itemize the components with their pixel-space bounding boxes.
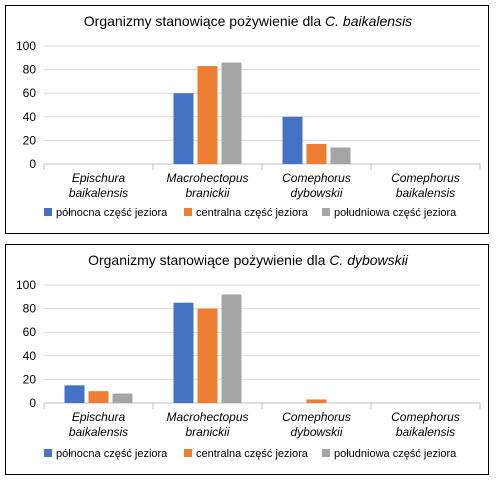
legend-swatch bbox=[44, 208, 52, 216]
category-label: Comephorus dybowskii bbox=[282, 171, 351, 200]
category-label-line: dybowskii bbox=[290, 186, 342, 200]
chart-title-species: C. baikalensis bbox=[325, 13, 412, 29]
category-label: Macrohectopus branickii bbox=[166, 171, 248, 200]
legend-label: południowa część jeziora bbox=[334, 448, 457, 460]
bar bbox=[221, 294, 242, 403]
legend-label: centralna część jeziora bbox=[196, 448, 309, 460]
legend-label: północna część jeziora bbox=[56, 448, 168, 460]
y-tick-label: 80 bbox=[23, 63, 37, 77]
legend-swatch bbox=[44, 449, 52, 457]
category-label-line: Comephorus bbox=[391, 410, 460, 424]
category-label: Comephorus dybowskii bbox=[282, 410, 351, 439]
chart-title-prefix: Organizmy stanowiące pożywienie dla bbox=[88, 252, 329, 268]
chart-title-prefix: Organizmy stanowiące pożywienie dla bbox=[84, 13, 325, 29]
bar bbox=[330, 147, 351, 164]
category-label: Macrohectopus branickii bbox=[166, 410, 248, 439]
category-label-line: baikalensis bbox=[69, 186, 128, 200]
bar bbox=[112, 393, 133, 403]
chart-title-species: C. dybowskii bbox=[329, 252, 408, 268]
legend-swatch bbox=[322, 208, 330, 216]
chart-panel-baikalensis: Organizmy stanowiące pożywienie dla C. b… bbox=[5, 5, 489, 234]
category-label-line: baikalensis bbox=[396, 186, 455, 200]
category-label: Comephorus baikalensis bbox=[391, 410, 460, 439]
category-label-line: Comephorus bbox=[282, 171, 351, 185]
y-tick-label: 40 bbox=[23, 349, 37, 363]
y-tick-label: 0 bbox=[29, 396, 36, 410]
category-label: Comephorus baikalensis bbox=[391, 171, 460, 200]
category-label-line: Macrohectopus bbox=[166, 410, 248, 424]
y-tick-label: 20 bbox=[23, 133, 37, 147]
category-label-line: branickii bbox=[185, 186, 229, 200]
category-label-line: baikalensis bbox=[396, 425, 455, 439]
bar bbox=[64, 385, 85, 403]
legend-swatch bbox=[184, 208, 192, 216]
legend-swatch bbox=[184, 449, 192, 457]
category-label-line: branickii bbox=[185, 425, 229, 439]
chart-panel-dybowskii: Organizmy stanowiące pożywienie dla C. d… bbox=[5, 244, 489, 475]
bar bbox=[282, 116, 303, 164]
y-tick-label: 0 bbox=[29, 157, 36, 171]
category-label-line: baikalensis bbox=[69, 425, 128, 439]
category-label-line: Comephorus bbox=[391, 171, 460, 185]
category-label-line: Epischura bbox=[72, 410, 126, 424]
bar bbox=[221, 62, 242, 164]
bar bbox=[88, 391, 109, 403]
bar bbox=[173, 93, 194, 164]
y-tick-label: 60 bbox=[23, 86, 37, 100]
category-label-line: Epischura bbox=[72, 171, 126, 185]
y-tick-label: 60 bbox=[23, 325, 37, 339]
y-tick-label: 100 bbox=[16, 39, 36, 53]
legend-label: centralna część jeziora bbox=[196, 207, 309, 219]
bar bbox=[197, 308, 218, 403]
chart-baikalensis: Organizmy stanowiące pożywienie dla C. b… bbox=[16, 13, 481, 219]
legend-label: północna część jeziora bbox=[56, 207, 168, 219]
category-label-line: Comephorus bbox=[282, 410, 351, 424]
y-tick-label: 40 bbox=[23, 110, 37, 124]
chart-title: Organizmy stanowiące pożywienie dla C. b… bbox=[84, 13, 412, 29]
category-label: Epischura baikalensis bbox=[69, 410, 128, 439]
chart-title: Organizmy stanowiące pożywienie dla C. d… bbox=[88, 252, 409, 268]
bar bbox=[306, 143, 327, 164]
y-tick-label: 80 bbox=[23, 302, 37, 316]
legend-label: południowa część jeziora bbox=[334, 207, 457, 219]
y-tick-label: 100 bbox=[16, 278, 36, 292]
legend-swatch bbox=[322, 449, 330, 457]
category-label-line: Macrohectopus bbox=[166, 171, 248, 185]
category-label-line: dybowskii bbox=[290, 425, 342, 439]
category-label: Epischura baikalensis bbox=[69, 171, 128, 200]
y-tick-label: 20 bbox=[23, 372, 37, 386]
bar bbox=[173, 302, 194, 403]
bar bbox=[306, 399, 327, 403]
chart-dybowskii: Organizmy stanowiące pożywienie dla C. d… bbox=[16, 252, 481, 460]
bar bbox=[197, 66, 218, 164]
